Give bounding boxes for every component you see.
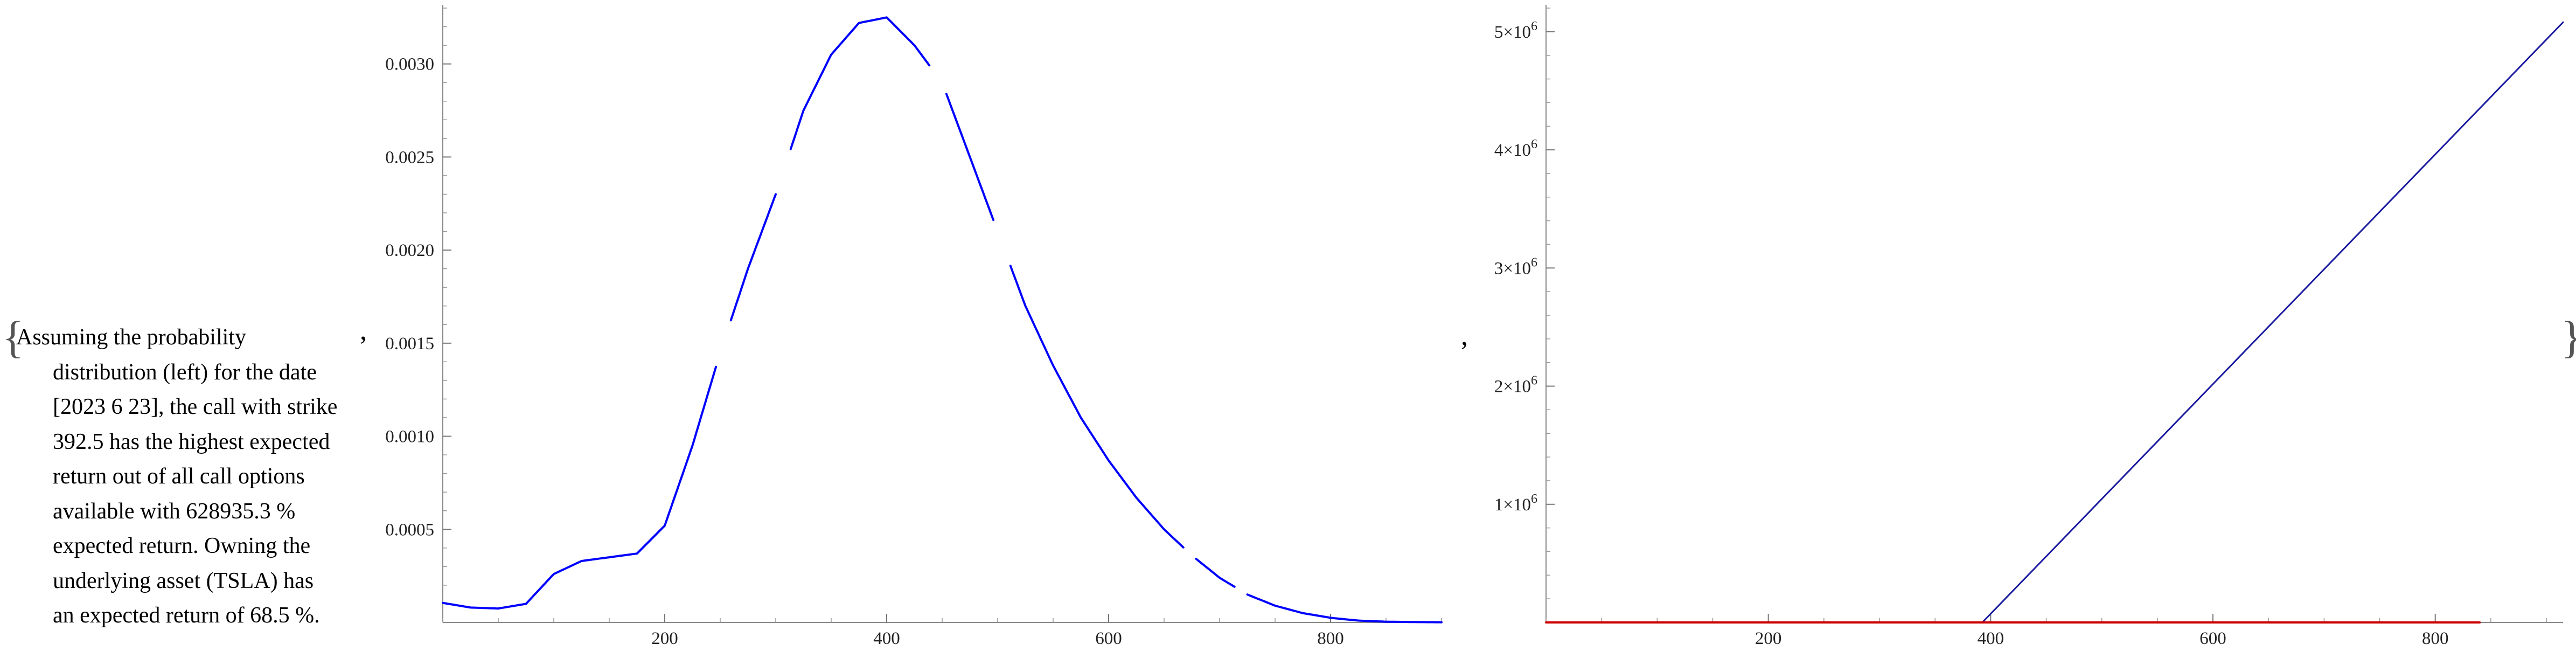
x-tick-label: 800	[1317, 629, 1344, 648]
x-tick-label: 400	[873, 629, 900, 648]
x-tick-label: 400	[1978, 629, 2004, 648]
expected-payoff-chart: 200 400 600 800 1×106 2×106 3×106 4×106 5×106	[1494, 5, 2564, 648]
y-tick-label: 3×106	[1494, 255, 1537, 278]
close-brace: }	[2561, 315, 2576, 361]
series-line	[442, 16, 1443, 624]
y-tick-label: 4×106	[1494, 137, 1537, 160]
description-line: 392.5 has the highest expected	[53, 429, 330, 454]
y-tick-label: 5×106	[1494, 19, 1537, 42]
y-tick-label: 2×106	[1494, 374, 1537, 397]
description-line: [2023 6 23], the call with strike	[53, 394, 338, 419]
description-line: underlying asset (TSLA) has	[53, 568, 314, 593]
x-tick-label: 600	[2199, 629, 2226, 648]
x-tick-label: 600	[1095, 629, 1122, 648]
description-line: return out of all call options	[53, 464, 305, 489]
y-tick-label: 0.0005	[385, 520, 434, 539]
y-tick-label: 0.0030	[385, 55, 434, 74]
y-tick-label: 0.0020	[385, 241, 434, 260]
x-tick-label: 800	[2422, 629, 2449, 648]
x-tick-label: 200	[1755, 629, 1782, 648]
x-tick-label: 200	[651, 629, 678, 648]
y-tick-label: 0.0025	[385, 148, 434, 167]
open-brace: {	[2, 313, 24, 363]
series-line	[1545, 21, 2564, 624]
y-tick-label: 0.0015	[385, 334, 434, 354]
description-text: Assuming the probability distribution (l…	[16, 320, 361, 633]
list-separator: ,	[360, 315, 367, 346]
probability-density-chart: 200 400 600 800 0.0005 0.0010 0.0015 0.0020 0.00…	[385, 5, 1443, 648]
description-line: Assuming the probability	[16, 325, 246, 350]
description-line: an expected return of 68.5 %.	[53, 603, 320, 628]
description-line: distribution (left) for the date	[53, 359, 317, 385]
description-line: expected return. Owning the	[53, 534, 311, 558]
description-line: available with 628935.3 %	[53, 498, 296, 524]
y-tick-label: 0.0010	[385, 427, 434, 447]
list-separator: ,	[1461, 321, 1468, 351]
y-tick-label: 1×106	[1494, 492, 1537, 515]
